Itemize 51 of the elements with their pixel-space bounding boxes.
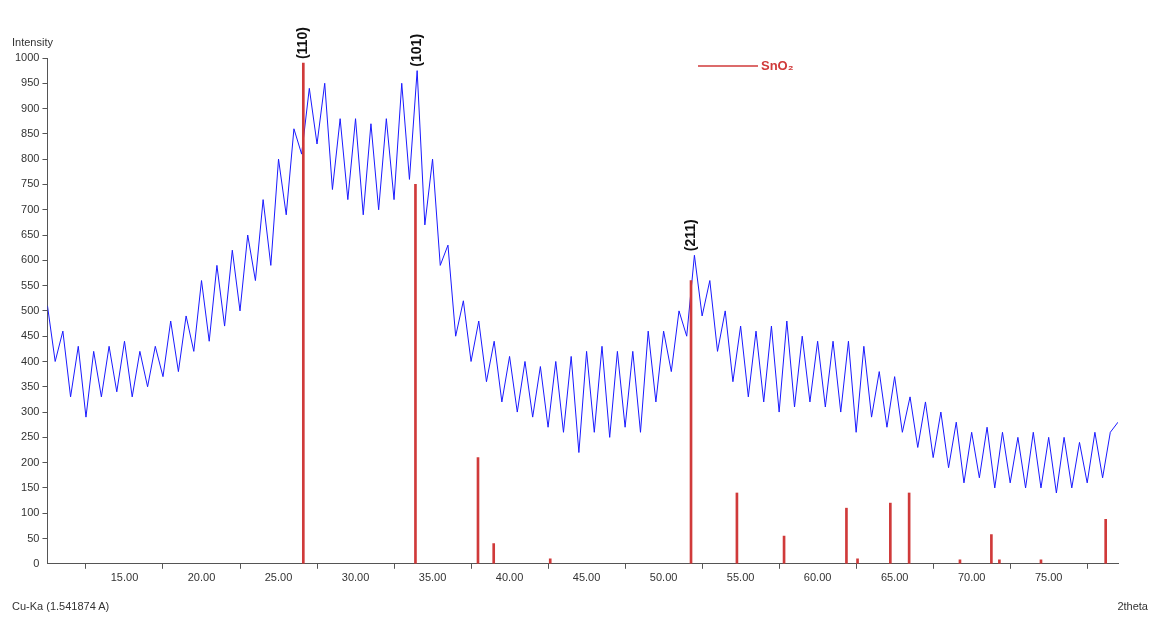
annotation: (211) [681,219,698,252]
y-tick-label: 900 [21,101,40,114]
y-tick-label: 850 [21,126,40,139]
y-tick-label: 700 [21,202,40,215]
x-tick-label: 60.00 [803,571,832,584]
y-tick-label: 200 [21,455,40,468]
y-tick-label: 50 [27,531,40,544]
x-tick-label: 65.00 [880,571,909,584]
y-tick-label: 600 [21,253,40,266]
y-tick-label: 400 [21,354,40,367]
bar [889,502,892,564]
bar [301,62,305,564]
y-tick-label: 550 [21,278,40,291]
y-tick-label: 0 [33,556,40,569]
y-tick-label: 750 [21,177,40,190]
bar [548,558,552,564]
y-tick-label: 100 [21,506,40,519]
y-tick-label: 950 [21,76,40,89]
y-tick-label: 800 [21,152,40,165]
bar [856,558,859,564]
x-tick-label: 15.00 [110,571,139,584]
x-tick-label: 75.00 [1034,571,1063,584]
legend-label: SnO₂ [761,57,794,73]
y-tick-label: 650 [21,228,40,241]
x-tick-label: 55.00 [726,571,755,584]
annotation: (110) [294,27,311,60]
bar [845,507,848,564]
x-tick-label: 30.00 [341,571,370,584]
y-tick-label: 1000 [14,51,40,64]
y-tick-label: 450 [21,329,40,342]
y-tick-label: 300 [21,405,40,418]
x-tick-label: 25.00 [264,571,293,584]
y-tick-label: 150 [21,480,40,493]
x-tick-label: 40.00 [495,571,524,584]
bar [998,559,1001,564]
x-tick-label: 70.00 [957,571,986,584]
annotation: (101) [408,33,425,67]
bar [414,184,417,564]
y-tick-label: 500 [21,303,40,316]
bar [1104,518,1108,564]
x-tick-label: 20.00 [187,571,216,584]
y-tick-label: 350 [21,379,40,392]
x-axis-title: 2theta [1117,599,1149,612]
x-tick-label: 45.00 [572,571,601,584]
y-tick-label: 250 [21,430,40,443]
text: Cu-Ka (1.541874 A) [12,599,110,612]
x-tick-label: 35.00 [418,571,447,584]
x-tick-label: 50.00 [649,571,678,584]
bar [492,543,496,564]
y-axis-title: Intensity [12,35,54,48]
bar [990,534,993,564]
